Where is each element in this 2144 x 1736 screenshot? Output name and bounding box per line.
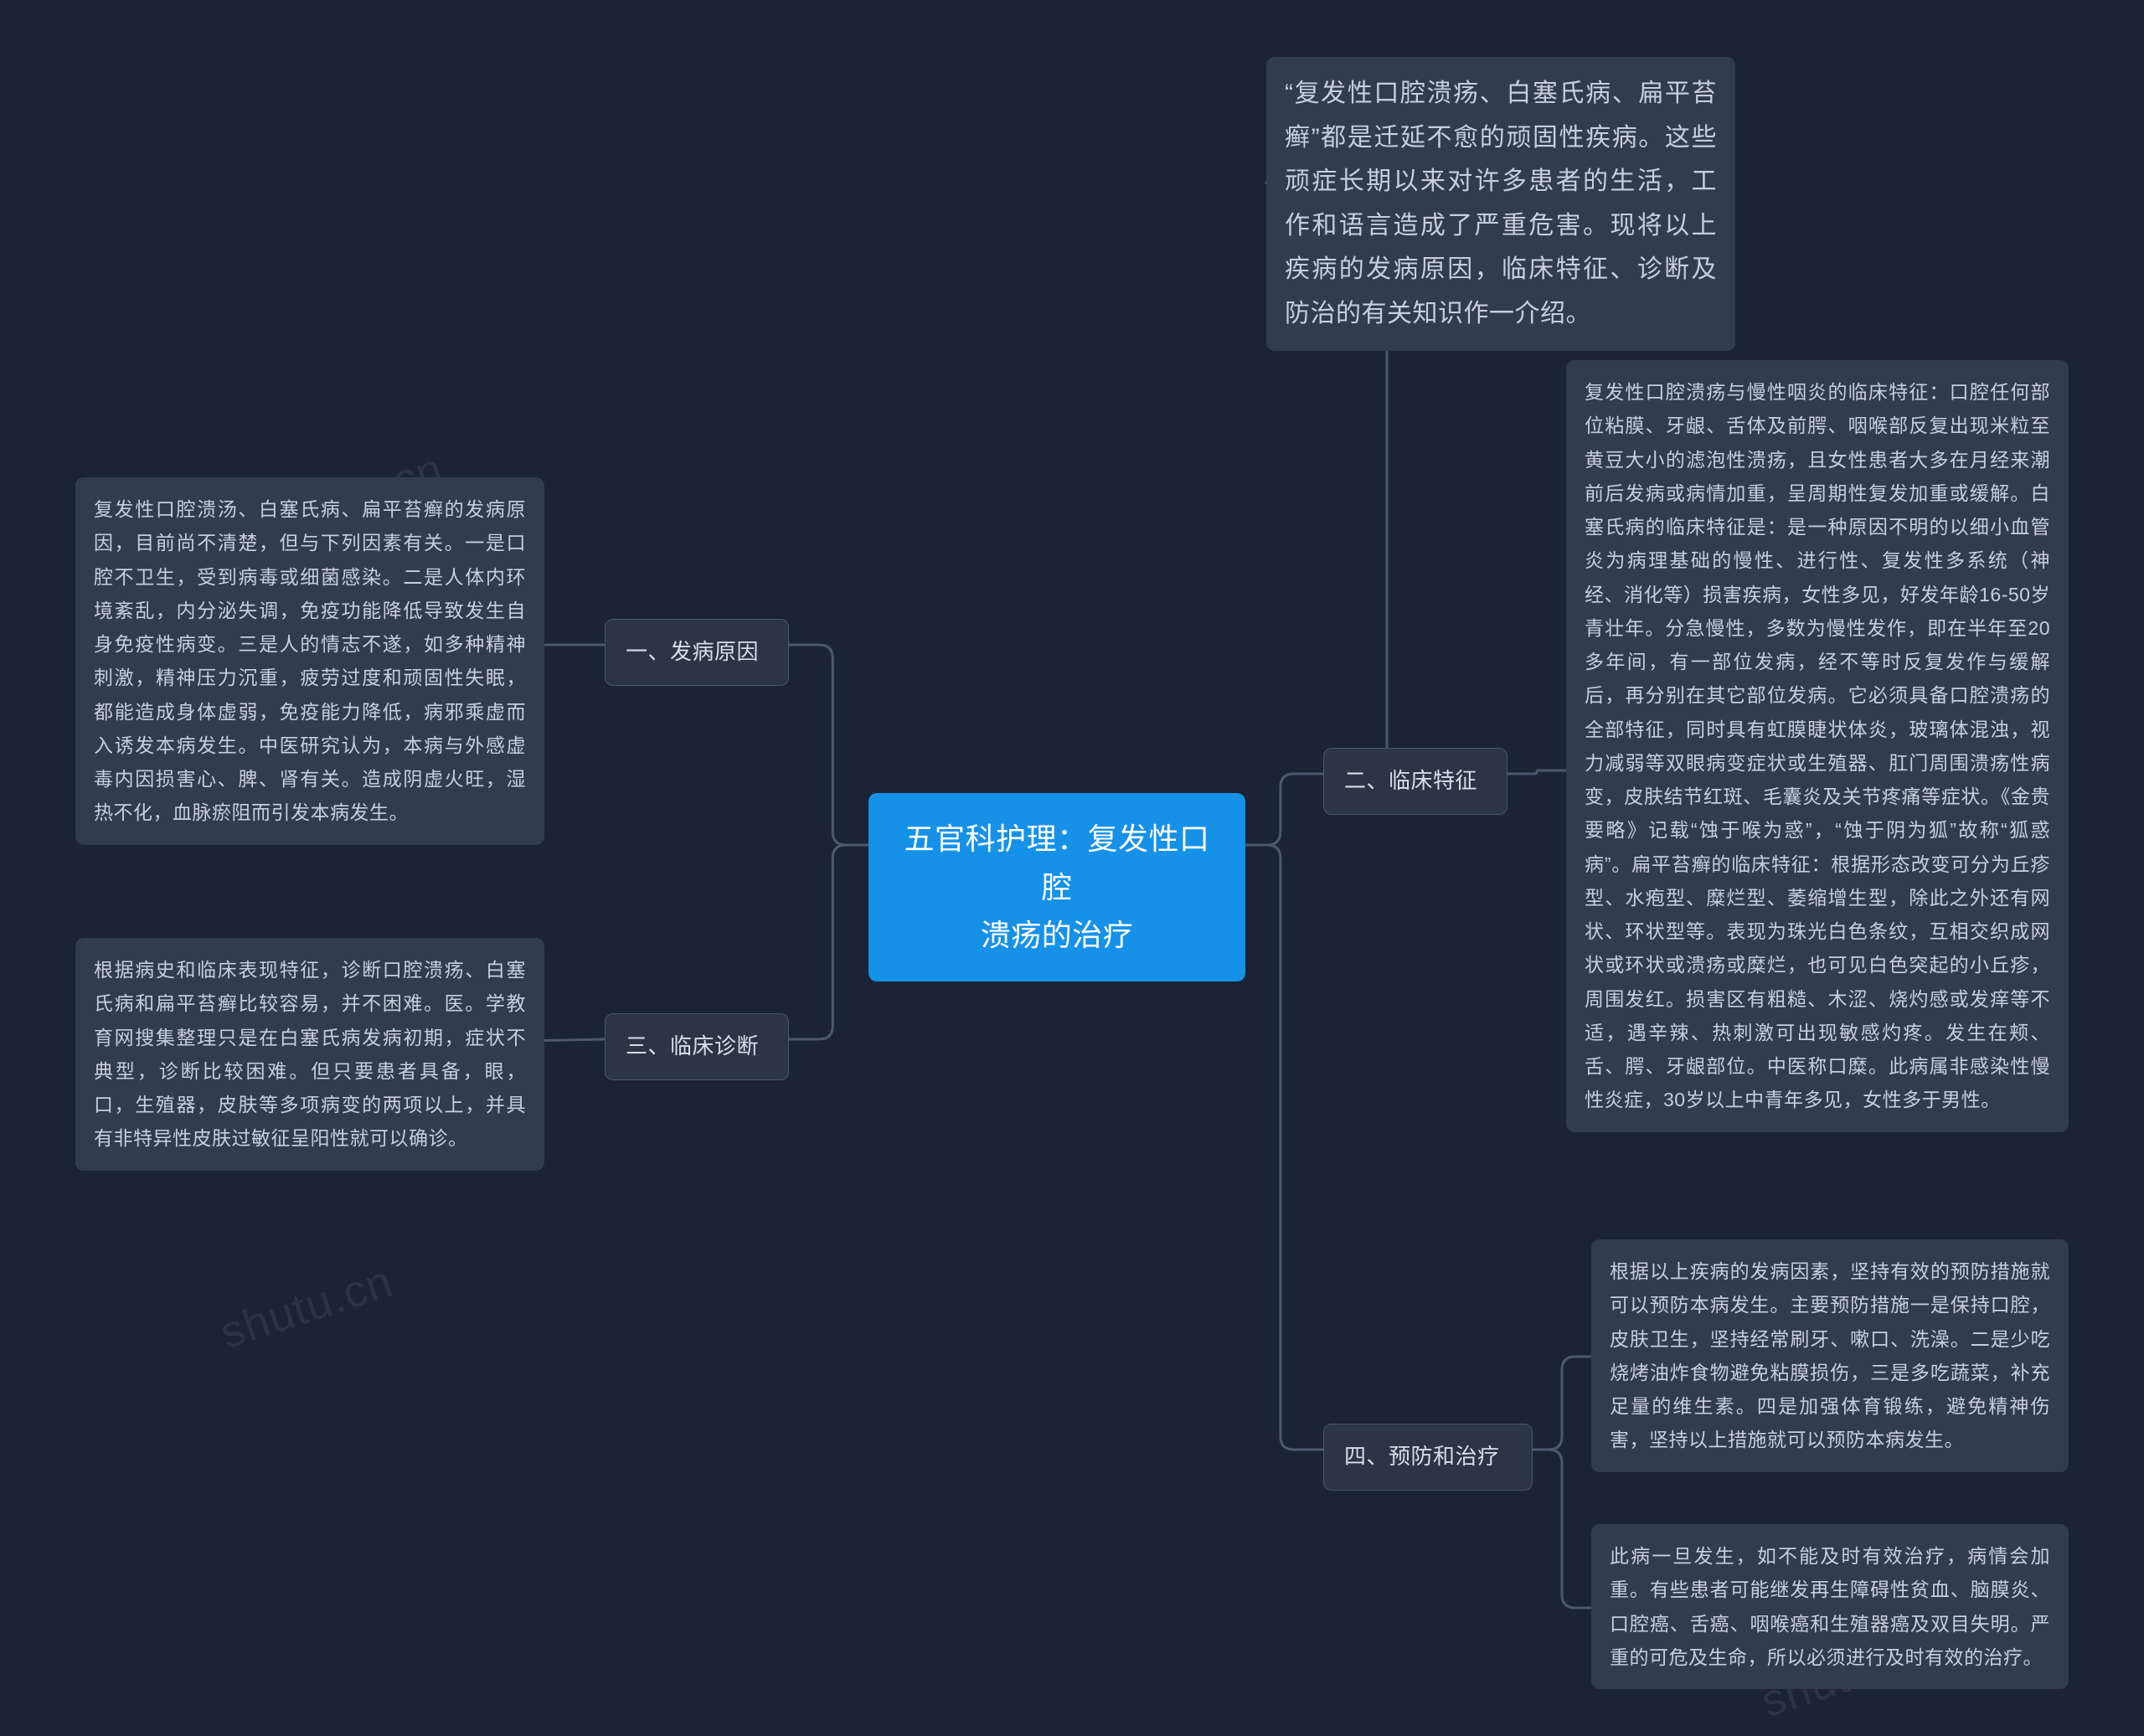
- branch-node[interactable]: 三、临床诊断: [605, 1013, 789, 1080]
- branch-node[interactable]: 四、预防和治疗: [1323, 1424, 1533, 1491]
- center-topic-line: 溃疡的治疗: [894, 911, 1220, 960]
- leaf-node[interactable]: “复发性口腔溃疡、白塞氏病、扁平苔癣”都是迁延不愈的顽固性疾病。这些顽症长期以来…: [1266, 57, 1735, 351]
- leaf-node[interactable]: 复发性口腔溃汤、白塞氏病、扁平苔癣的发病原因，目前尚不清楚，但与下列因素有关。一…: [75, 477, 544, 845]
- leaf-node[interactable]: 复发性口腔溃疡与慢性咽炎的临床特征：口腔任何部位粘膜、牙龈、舌体及前腭、咽喉部反…: [1566, 360, 2069, 1132]
- branch-node[interactable]: 一、发病原因: [605, 619, 789, 686]
- center-topic[interactable]: 五官科护理：复发性口腔溃疡的治疗: [868, 793, 1245, 981]
- leaf-node[interactable]: 此病一旦发生，如不能及时有效治疗，病情会加重。有些患者可能继发再生障碍性贫血、脑…: [1591, 1524, 2069, 1689]
- leaf-node[interactable]: 根据以上疾病的发病因素，坚持有效的预防措施就可以预防本病发生。主要预防措施一是保…: [1591, 1239, 2069, 1472]
- branch-node[interactable]: 二、临床特征: [1323, 748, 1508, 815]
- mindmap-canvas: shutu.cnshutu.cnshutu.cnshutu.cnshutu.cn…: [0, 0, 2144, 1736]
- center-topic-line: 五官科护理：复发性口腔: [894, 815, 1220, 911]
- watermark: shutu.cn: [214, 1255, 399, 1360]
- leaf-node[interactable]: 根据病史和临床表现特征，诊断口腔溃疡、白塞氏病和扁平苔癣比较容易，并不困难。医。…: [75, 938, 544, 1171]
